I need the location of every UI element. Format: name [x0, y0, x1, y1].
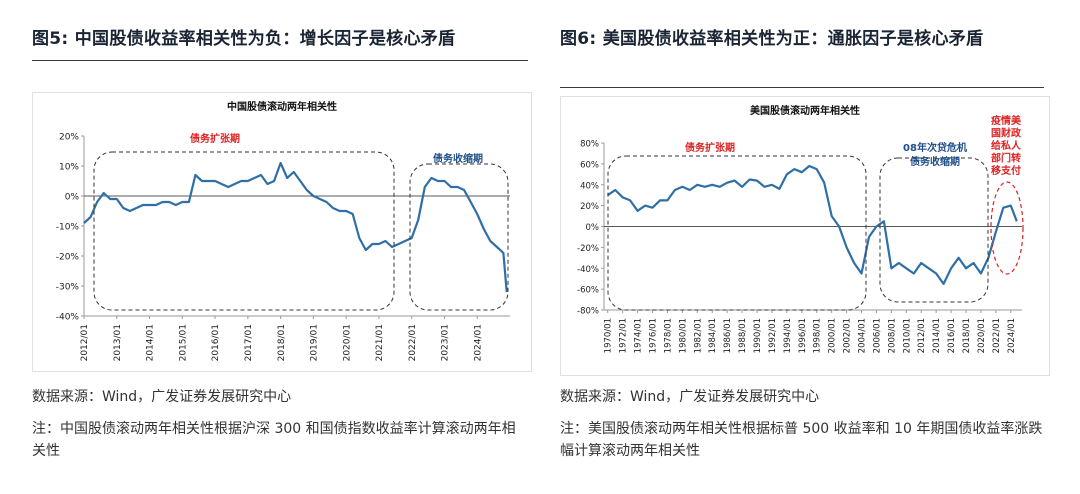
x-tick-label: 2022/01 — [408, 324, 418, 361]
x-tick-label: 2014/01 — [146, 324, 156, 361]
annotation-label: 债务扩张期 — [190, 132, 240, 145]
chart-area: 美国股债滚动两年相关性 80% 60% 40% 20% 0% -20% -40% -60% -80… — [560, 96, 1050, 376]
annotation-label: 债务扩张期 — [685, 141, 735, 154]
chart-frame — [32, 92, 532, 372]
annotation-label: 08年次贷危机 — [903, 141, 967, 154]
x-tick-label: 2018/01 — [277, 324, 287, 361]
annotation-box — [93, 151, 395, 311]
chart-title: 中国股债滚动两年相关性 — [227, 100, 337, 113]
chart-title: 美国股债滚动两年相关性 — [750, 104, 860, 117]
annotation-label: 给私人 — [991, 139, 1022, 152]
annotation-label: 国财政 — [991, 127, 1022, 140]
x-tick-label: 2022/01 — [992, 318, 1002, 353]
annotation-label: 移支付 — [991, 164, 1021, 177]
y-tick-label: 40% — [580, 181, 599, 191]
x-tick-label: 2012/01 — [917, 318, 927, 353]
x-tick-label: 1976/01 — [648, 318, 658, 353]
x-tick-label: 2015/01 — [178, 324, 188, 361]
y-tick-label: -20% — [56, 253, 80, 263]
y-tick-label: -40% — [56, 313, 80, 323]
y-tick-label: 0% — [586, 223, 600, 233]
source-text: 数据来源：Wind，广发证券发展研究中心 — [560, 389, 820, 405]
y-tick-label: -20% — [577, 244, 599, 254]
x-tick-label: 1994/01 — [783, 318, 793, 353]
x-tick-label: 2002/01 — [843, 318, 853, 353]
title-divider — [32, 60, 528, 61]
x-tick-label: 2016/01 — [947, 318, 957, 353]
x-tick-label: 2024/01 — [1007, 318, 1017, 353]
y-tick-label: 20% — [59, 133, 79, 143]
x-tick-label: 2019/01 — [310, 324, 320, 361]
x-tick-label: 2021/01 — [375, 324, 385, 361]
source-text: 数据来源：Wind，广发证券发展研究中心 — [32, 389, 292, 405]
x-tick-label: 1984/01 — [708, 318, 718, 353]
chart-frame — [560, 96, 1050, 376]
figure-title: 图6: 美国股债收益率相关性为正：通胀因子是核心矛盾 — [560, 29, 984, 49]
x-tick-label: 2014/01 — [932, 318, 942, 353]
x-tick-label: 1982/01 — [693, 318, 703, 353]
y-tick-label: 60% — [580, 160, 599, 170]
x-tick-label: 1998/01 — [813, 318, 823, 353]
note-text: 注：美国股债滚动两年相关性根据标普 500 收益率和 10 年期国债收益率涨跌幅… — [560, 421, 1043, 459]
annotation-label: 债务收缩期 — [433, 152, 483, 165]
x-tick-label: 1980/01 — [678, 318, 688, 353]
x-tick-label: 1978/01 — [663, 318, 673, 353]
correlation-line-chart: 中国股债滚动两年相关性 20% 10% 0% -10% -20% -30% -40%2012/… — [32, 92, 532, 372]
y-tick-label: 0% — [65, 193, 80, 203]
y-tick-label: -80% — [577, 307, 599, 317]
x-tick-label: 2020/01 — [977, 318, 987, 353]
x-tick-label: 2020/01 — [342, 324, 352, 361]
x-tick-label: 1990/01 — [753, 318, 763, 353]
x-tick-label: 1986/01 — [723, 318, 733, 353]
x-tick-label: 2013/01 — [113, 324, 123, 361]
x-tick-label: 2000/01 — [828, 318, 838, 353]
x-tick-label: 2006/01 — [872, 318, 882, 353]
x-tick-label: 1988/01 — [738, 318, 748, 353]
x-tick-label: 2004/01 — [857, 318, 867, 353]
y-tick-label: 80% — [580, 140, 599, 150]
x-tick-label: 2008/01 — [887, 318, 897, 353]
x-tick-label: 2017/01 — [244, 324, 254, 361]
correlation-line-chart: 美国股债滚动两年相关性 80% 60% 40% 20% 0% -20% -40% -60% -80… — [560, 96, 1050, 376]
x-tick-label: 1970/01 — [604, 318, 614, 353]
x-tick-label: 2012/01 — [80, 324, 90, 361]
x-tick-label: 2024/01 — [473, 324, 483, 361]
figure-title: 图5: 中国股债收益率相关性为负：增长因子是核心矛盾 — [32, 29, 456, 49]
x-tick-label: 1974/01 — [634, 318, 644, 353]
annotation-box — [409, 163, 509, 311]
x-tick-label: 1972/01 — [619, 318, 629, 353]
series-line — [607, 164, 1018, 285]
annotation-label: 部门转 — [991, 152, 1021, 165]
y-tick-label: -30% — [56, 283, 80, 293]
annotation-label: 疫情美 — [991, 114, 1022, 127]
y-tick-label: -60% — [577, 286, 599, 296]
title-divider — [560, 87, 1044, 88]
x-tick-label: 2023/01 — [441, 324, 451, 361]
y-tick-label: 20% — [580, 202, 599, 212]
x-tick-label: 1992/01 — [768, 318, 778, 353]
y-tick-label: -40% — [577, 265, 599, 275]
series-line — [83, 161, 508, 293]
x-tick-label: 2018/01 — [962, 318, 972, 353]
x-tick-label: 2010/01 — [902, 318, 912, 353]
annotation-ellipse — [990, 181, 1024, 275]
annotation-label: 债务收缩期 — [910, 155, 960, 168]
note-text: 注：中国股债滚动两年相关性根据沪深 300 和国债指数收益率计算滚动两年相关性 — [32, 421, 516, 459]
annotation-box — [879, 157, 989, 303]
chart-area: 中国股债滚动两年相关性 20% 10% 0% -10% -20% -30% -40% 2012/… — [32, 92, 532, 372]
y-tick-label: 10% — [59, 163, 79, 173]
x-tick-label: 2016/01 — [211, 324, 221, 361]
y-tick-label: -10% — [56, 223, 80, 233]
annotation-box — [607, 155, 867, 311]
x-tick-label: 1996/01 — [798, 318, 808, 353]
